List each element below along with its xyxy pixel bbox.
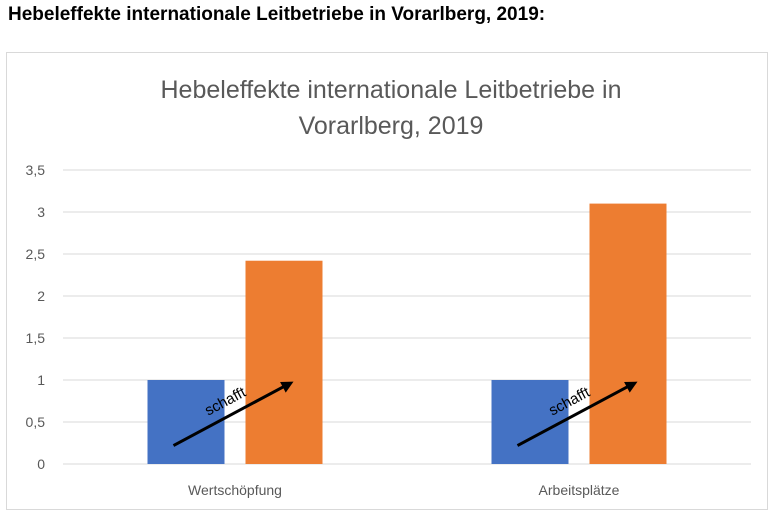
arrow-line: [172, 384, 287, 447]
bar-series-1: [491, 380, 569, 464]
bar-chart: Hebeleffekte internationale Leitbetriebe…: [26, 76, 751, 498]
y-tick-label: 1,5: [26, 330, 46, 346]
chart-title-line-2: Vorarlberg, 2019: [299, 112, 484, 140]
y-tick-label: 0,5: [26, 414, 46, 430]
bar-series-2: [245, 260, 323, 464]
arrow-head-icon: [624, 381, 638, 393]
bar-series-2: [589, 203, 667, 464]
chart-frame: Hebeleffekte internationale Leitbetriebe…: [6, 52, 768, 510]
page-heading: Hebeleffekte internationale Leitbetriebe…: [8, 4, 546, 25]
arrow-head-icon: [280, 381, 294, 393]
y-tick-label: 3,5: [26, 162, 46, 178]
y-tick-label: 1: [37, 372, 45, 388]
bar-series-1: [147, 380, 225, 464]
arrow-line: [516, 384, 631, 447]
chart-title-line-1: Hebeleffekte internationale Leitbetriebe…: [161, 76, 622, 104]
x-category-label: Arbeitsplätze: [539, 482, 620, 498]
y-tick-label: 2,5: [26, 246, 46, 262]
y-tick-label: 0: [37, 456, 45, 472]
x-category-label: Wertschöpfung: [188, 482, 282, 498]
y-tick-label: 2: [37, 288, 45, 304]
y-tick-label: 3: [37, 204, 45, 220]
